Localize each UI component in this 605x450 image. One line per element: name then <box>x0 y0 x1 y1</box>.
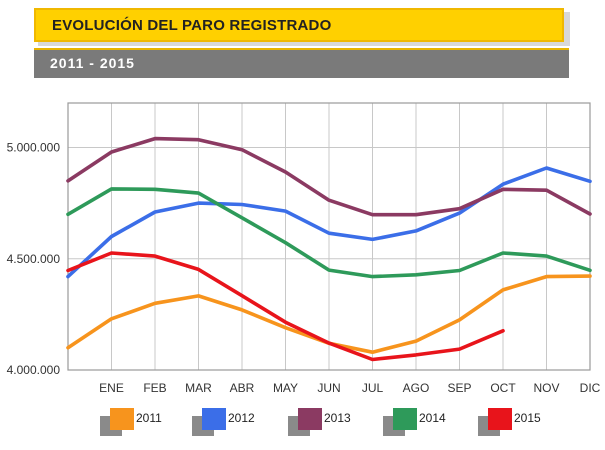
legend-swatch-2015 <box>488 408 512 430</box>
legend-label-2013: 2013 <box>324 411 351 425</box>
legend-label-2015: 2015 <box>514 411 541 425</box>
chart-subtitle: 2011 - 2015 <box>50 55 135 71</box>
x-tick-label: MAY <box>273 381 298 395</box>
series-line-2012 <box>66 166 592 279</box>
legend-swatch-2013 <box>298 408 322 430</box>
series-line-2013 <box>66 136 592 217</box>
y-tick-label: 5.000.000 <box>7 141 61 155</box>
chart-title: EVOLUCIÓN DEL PARO REGISTRADO <box>52 17 332 34</box>
series-line-2014 <box>66 187 592 279</box>
y-tick-label: 4.500.000 <box>7 252 61 266</box>
x-tick-label: ENE <box>99 381 124 395</box>
plot-frame <box>67 102 591 371</box>
legend-swatch-2014 <box>393 408 417 430</box>
x-tick-label: SEP <box>447 381 471 395</box>
y-tick-label: 4.000.000 <box>7 363 61 377</box>
axes: 4.000.000 4.500.000 5.000.000 ENE FEB MAR ABR M… <box>7 102 601 395</box>
subtitle-bar: 2011 - 2015 <box>34 48 569 78</box>
x-tick-label: AGO <box>403 381 430 395</box>
x-tick-label: FEB <box>143 381 166 395</box>
series-lines <box>66 136 592 362</box>
legend-swatch-2012 <box>202 408 226 430</box>
legend: 2011 2012 2013 2014 2015 <box>100 408 541 436</box>
x-tick-label: MAR <box>185 381 212 395</box>
legend-label-2011: 2011 <box>136 411 162 425</box>
legend-label-2012: 2012 <box>228 411 255 425</box>
x-tick-label: OCT <box>490 381 516 395</box>
x-tick-label: JUL <box>362 381 384 395</box>
title-bar: EVOLUCIÓN DEL PARO REGISTRADO <box>34 8 564 42</box>
x-tick-label: JUN <box>317 381 340 395</box>
legend-swatch-2011 <box>110 408 134 430</box>
x-tick-label: DIC <box>580 381 601 395</box>
series-line-2015 <box>66 251 505 362</box>
legend-label-2014: 2014 <box>419 411 446 425</box>
x-tick-label: ABR <box>230 381 255 395</box>
x-tick-label: NOV <box>533 381 559 395</box>
